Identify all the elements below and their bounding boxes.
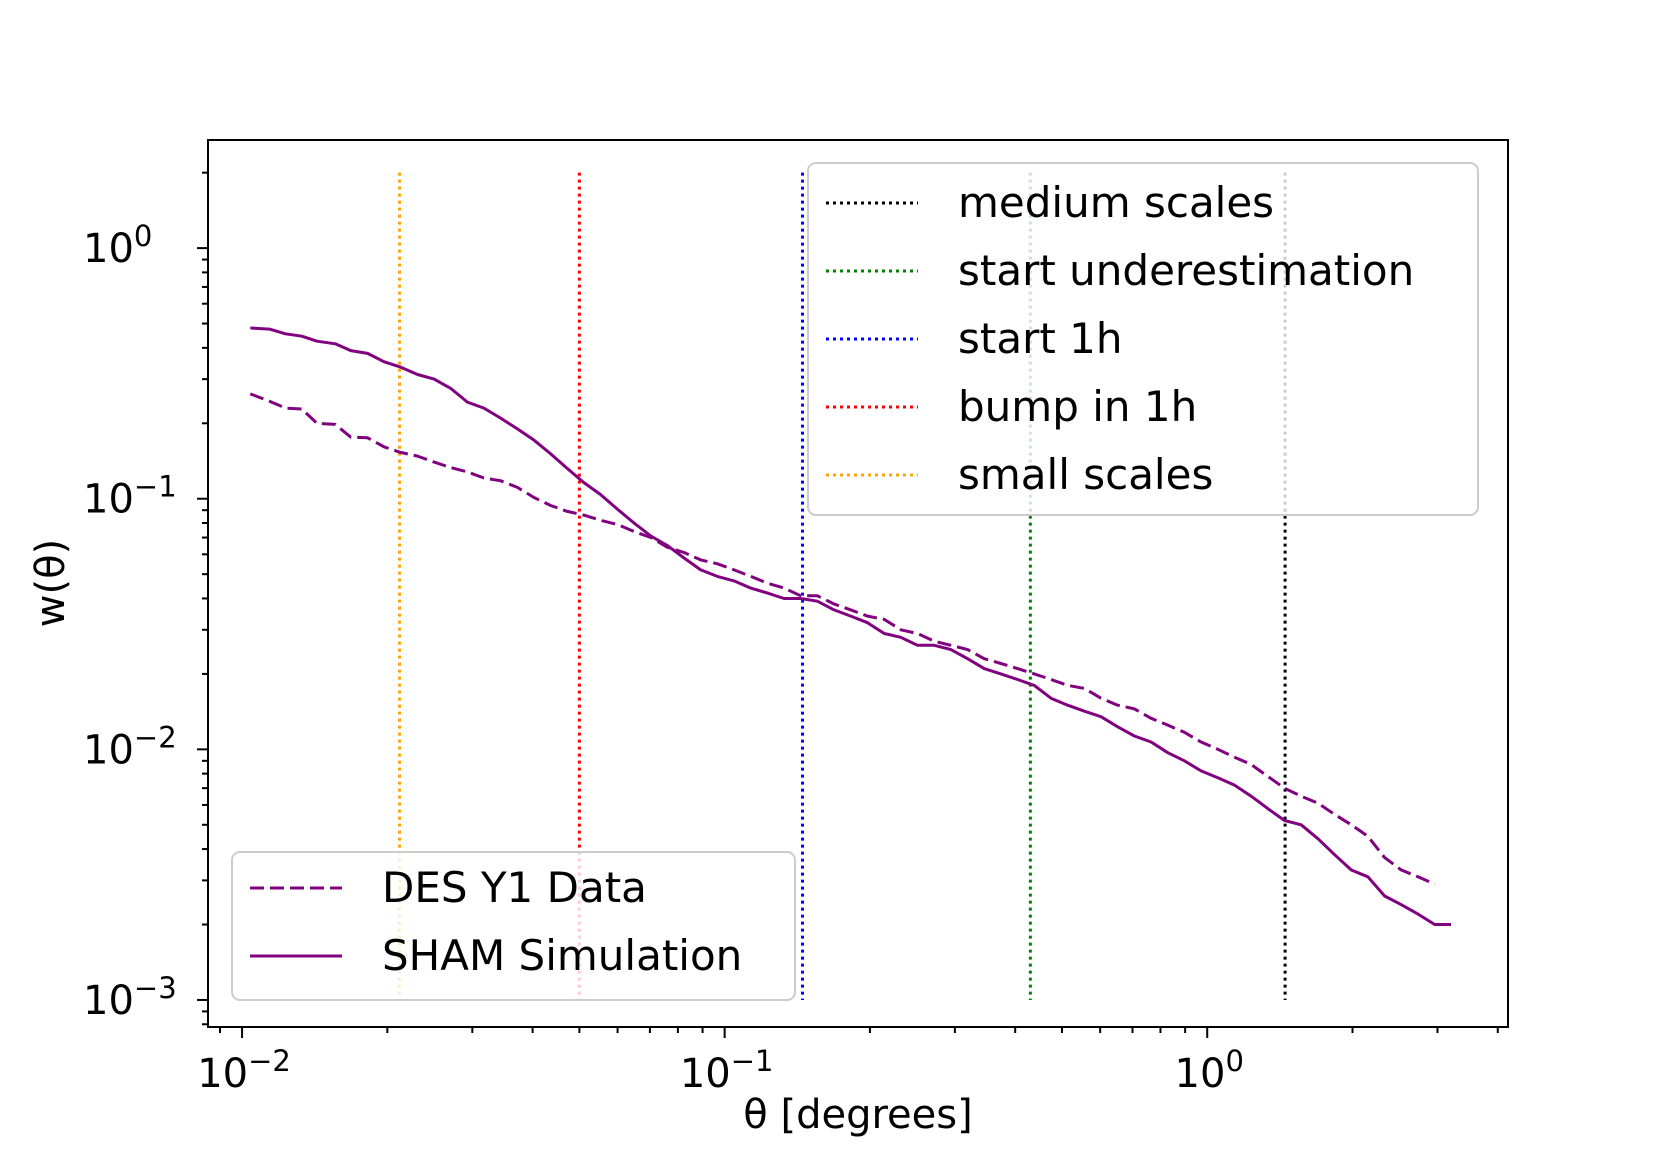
x-axis-label: θ [degrees]	[743, 1092, 972, 1138]
y-tick-label: 10−1	[83, 470, 177, 523]
y-tick-label: 100	[83, 219, 152, 272]
legend-label-sham-simulation: SHAM Simulation	[382, 931, 742, 980]
y-axis-label: w(θ)	[28, 539, 74, 627]
y-axis: 10−3 10−2 10−1 100	[83, 171, 208, 1026]
y-tick-label: 10−2	[83, 720, 177, 773]
x-axis: 10−2 10−1 100	[197, 1027, 1499, 1097]
legend-label-bump-in-1h: bump in 1h	[958, 382, 1197, 431]
series-sham-simulation	[250, 326, 1451, 926]
legend-vlines-frame	[807, 162, 1479, 516]
legend-series-frame	[231, 851, 796, 1001]
axes-frame	[207, 139, 1509, 1028]
legend-series: DES Y1 Data SHAM Simulation	[231, 851, 796, 1001]
legend-label-start-1h: start 1h	[958, 314, 1123, 363]
legend-label-medium-scales: medium scales	[958, 178, 1274, 227]
x-tick-label: 100	[1175, 1044, 1244, 1097]
series-des-y1-data	[249, 392, 1436, 886]
plot-lines	[249, 172, 1451, 1000]
legend-vlines: medium scales start underestimation start …	[807, 162, 1479, 516]
legend-label-start-underestimation: start underestimation	[958, 246, 1414, 295]
legend-label-small-scales: small scales	[958, 450, 1213, 499]
y-tick-label: 10−3	[83, 971, 177, 1024]
x-tick-label: 10−2	[197, 1044, 291, 1097]
legend-label-des-y1-data: DES Y1 Data	[382, 863, 647, 912]
x-tick-label: 10−1	[680, 1044, 774, 1097]
